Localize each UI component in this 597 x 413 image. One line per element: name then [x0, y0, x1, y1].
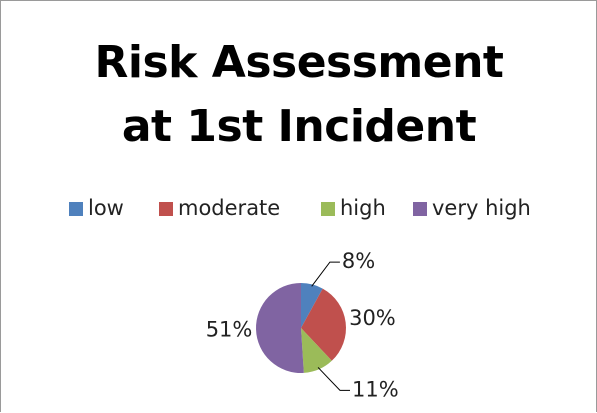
pie-slice: [301, 288, 347, 361]
pie-slice: [255, 283, 304, 374]
legend-label: low: [88, 196, 124, 220]
pie-slice: [301, 283, 323, 328]
legend-label: very high: [432, 196, 531, 220]
pie-slice: [301, 328, 332, 373]
data-label: 30%: [349, 306, 396, 330]
legend-label: moderate: [178, 196, 280, 220]
chart-title: Risk Assessment at 1st Incident: [94, 37, 504, 152]
data-label: 51%: [206, 317, 253, 341]
legend-swatch: [159, 202, 173, 216]
data-label: 8%: [342, 249, 375, 273]
leader-line: [311, 261, 340, 287]
legend-swatch: [413, 202, 427, 216]
legend-label: high: [340, 196, 386, 220]
legend-swatch: [69, 202, 83, 216]
legend-swatch: [321, 202, 335, 216]
leader-line: [317, 367, 351, 391]
data-label: 11%: [352, 377, 399, 401]
